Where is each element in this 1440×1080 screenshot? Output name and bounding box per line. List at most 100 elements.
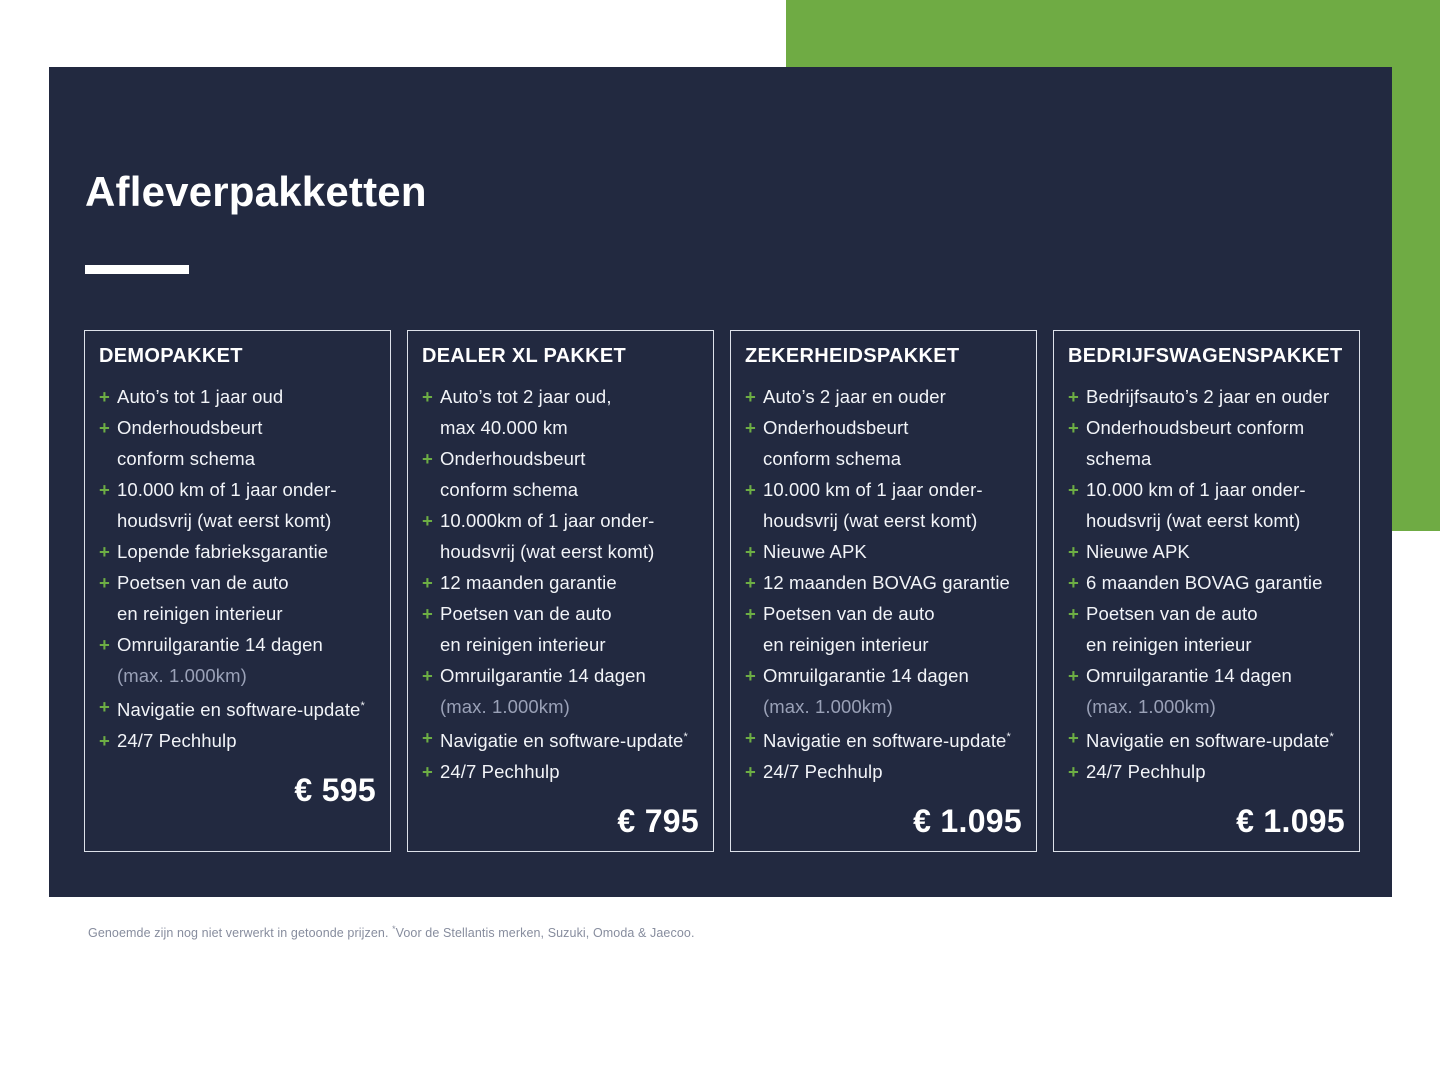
packages-row: DEMOPAKKET + Auto’s tot 1 jaar oud + Onderh…: [84, 330, 1360, 852]
item-line: + Onderhoudsbeurt: [422, 443, 699, 474]
plus-icon: +: [422, 665, 433, 686]
item-line-text: Auto’s tot 2 jaar oud,: [440, 386, 612, 407]
plus-icon: +: [99, 572, 110, 593]
package-item: + Onderhoudsbeurt conform schema: [422, 443, 699, 505]
item-line-text: 24/7 Pechhulp: [440, 761, 560, 783]
plus-icon: +: [745, 572, 756, 593]
plus-spacer: [99, 443, 117, 474]
package-item: + Navigatie en software-update*: [422, 722, 699, 756]
item-line: houdsvrij (wat eerst komt): [422, 536, 699, 567]
item-line: + Bedrijfsauto’s 2 jaar en ouder: [1068, 381, 1345, 412]
item-line: + Navigatie en software-update*: [99, 691, 376, 725]
item-line: en reinigen interieur: [1068, 629, 1345, 660]
item-line: + Lopende fabrieksgarantie: [99, 536, 376, 567]
package-item: +24/7 Pechhulp: [422, 756, 699, 787]
item-line-text: schema: [1086, 448, 1152, 469]
package-item: + Poetsen van de auto en reinigen interieu…: [745, 598, 1022, 660]
item-line-text: Poetsen van de auto: [440, 603, 612, 624]
item-line: (max. 1.000km): [1068, 691, 1345, 722]
item-line-text: Auto’s tot 1 jaar oud: [117, 386, 284, 407]
plus-icon: +: [745, 479, 756, 500]
item-line: + Nieuwe APK: [1068, 536, 1345, 567]
item-line-text: Omruilgarantie 14 dagen: [1086, 665, 1292, 686]
item-line: +6 maanden BOVAG garantie: [1068, 567, 1345, 598]
plus-icon: +: [745, 541, 756, 562]
plus-icon: +: [1068, 479, 1079, 500]
plus-spacer: [1068, 629, 1086, 660]
package-items: + Auto’s 2 jaar en ouder + Onderhoudsbeurt c…: [745, 381, 1022, 787]
plus-icon: +: [1068, 417, 1079, 438]
item-line: en reinigen interieur: [99, 598, 376, 629]
item-line-text: Omruilgarantie 14 dagen: [440, 665, 646, 686]
package-item: + Navigatie en software-update*: [745, 722, 1022, 756]
plus-icon: +: [1068, 541, 1079, 562]
item-line: +10.000 km of 1 jaar onder-: [745, 474, 1022, 505]
item-line: + Poetsen van de auto: [422, 598, 699, 629]
item-line-text: Auto’s 2 jaar en ouder: [763, 386, 946, 407]
plus-spacer: [99, 505, 117, 536]
plus-spacer: [745, 505, 763, 536]
item-line-text: (max. 1.000km): [440, 696, 570, 717]
package-items: + Auto’s tot 2 jaar oud, max 40.000 km + Ond…: [422, 381, 699, 787]
footnote-text: Genoemde zijn nog niet verwerkt in getoo…: [88, 926, 393, 941]
plus-icon: +: [99, 730, 110, 752]
item-line-text: houdsvrij (wat eerst komt): [1086, 510, 1301, 531]
plus-icon: +: [422, 510, 433, 531]
plus-spacer: [745, 629, 763, 660]
package-price: € 1.095: [1236, 803, 1345, 840]
item-line: (max. 1.000km): [745, 691, 1022, 722]
item-line: en reinigen interieur: [422, 629, 699, 660]
plus-spacer: [422, 536, 440, 567]
title-underline: [85, 265, 189, 274]
package-title: ZEKERHEIDSPAKKET: [745, 345, 960, 367]
plus-icon: +: [99, 696, 110, 717]
package-item: + Onderhoudsbeurt conform schema: [1068, 412, 1345, 474]
package-item: + Auto’s tot 2 jaar oud, max 40.000 km: [422, 381, 699, 443]
package-item: +12 maanden garantie: [422, 567, 699, 598]
item-line: + Poetsen van de auto: [745, 598, 1022, 629]
plus-spacer: [422, 474, 440, 505]
asterisk-mark: *: [683, 731, 688, 743]
item-line-text: Navigatie en software-update*: [117, 699, 365, 721]
package-item: +24/7 Pechhulp: [745, 756, 1022, 787]
package-price: € 1.095: [913, 803, 1022, 840]
plus-icon: +: [422, 572, 433, 593]
item-line-text: conform schema: [763, 448, 902, 469]
plus-icon: +: [745, 761, 756, 783]
item-line: +10.000 km of 1 jaar onder-: [99, 474, 376, 505]
plus-icon: +: [745, 417, 756, 438]
package-item: + Navigatie en software-update*: [99, 691, 376, 725]
item-line: conform schema: [99, 443, 376, 474]
plus-spacer: [422, 412, 440, 443]
package-item: + Omruilgarantie 14 dagen (max. 1.000km): [745, 660, 1022, 722]
item-line: +24/7 Pechhulp: [745, 756, 1022, 787]
item-line: + Poetsen van de auto: [99, 567, 376, 598]
package-item: +10.000 km of 1 jaar onder-houdsvrij (wa…: [1068, 474, 1345, 536]
item-line-text: conform schema: [117, 448, 256, 469]
item-line: + Navigatie en software-update*: [1068, 722, 1345, 756]
item-line: +10.000km of 1 jaar onder-: [422, 505, 699, 536]
package-item: + Bedrijfsauto’s 2 jaar en ouder: [1068, 381, 1345, 412]
plus-spacer: [745, 443, 763, 474]
package-item: +10.000 km of 1 jaar onder-houdsvrij (wa…: [745, 474, 1022, 536]
footnote-asterisk: *: [392, 924, 396, 934]
plus-icon: +: [1068, 761, 1079, 783]
package-item: + Onderhoudsbeurt conform schema: [745, 412, 1022, 474]
plus-icon: +: [745, 665, 756, 686]
plus-icon: +: [422, 603, 433, 624]
item-line-text: Onderhoudsbeurt: [117, 417, 263, 438]
asterisk-mark: *: [360, 700, 365, 712]
item-line: + Omruilgarantie 14 dagen: [745, 660, 1022, 691]
asterisk-mark: *: [1329, 731, 1334, 743]
plus-icon: +: [1068, 572, 1079, 593]
item-line: houdsvrij (wat eerst komt): [1068, 505, 1345, 536]
plus-spacer: [745, 691, 763, 722]
item-line-text: en reinigen interieur: [1086, 634, 1252, 655]
item-line-text: 24/7 Pechhulp: [1086, 761, 1206, 783]
plus-icon: +: [745, 727, 756, 748]
package-item: + Poetsen van de auto en reinigen interieu…: [1068, 598, 1345, 660]
package-card: DEALER XL PAKKET + Auto’s tot 2 jaar oud,…: [407, 330, 714, 852]
plus-icon: +: [1068, 727, 1079, 748]
package-items: + Auto’s tot 1 jaar oud + Onderhoudsbeurt co…: [99, 381, 376, 756]
item-line: + Onderhoudsbeurt: [745, 412, 1022, 443]
